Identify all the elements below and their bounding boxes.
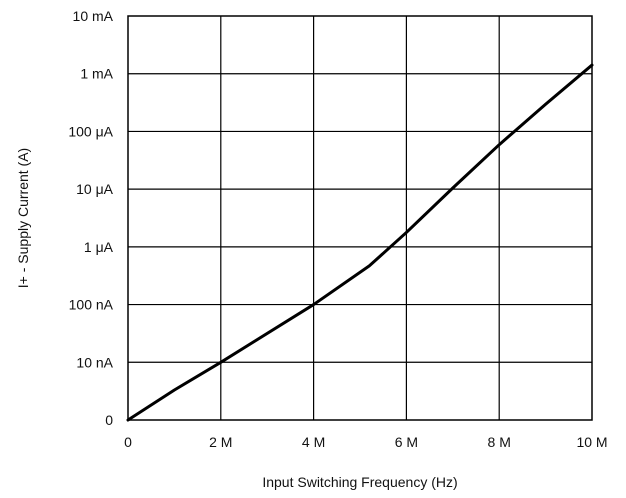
x-tick-label: 4 M [302,434,325,450]
y-tick-label: 0 [105,412,113,428]
x-tick-labels: 0 2 M 4 M 6 M 8 M 10 M [124,434,607,450]
y-tick-label: 10 nA [76,354,113,370]
y-tick-label: 10 mA [73,8,114,24]
x-axis-title: Input Switching Frequency (Hz) [262,474,457,490]
y-tick-label: 100 μA [68,123,113,139]
plot-frame [127,15,593,421]
y-axis-title: I+ - Supply Current (A) [15,148,31,288]
grid-lines [128,16,592,420]
x-tick-label: 10 M [576,434,607,450]
x-tick-label: 6 M [395,434,418,450]
supply-current-line [126,63,594,422]
x-tick-label: 8 M [488,434,511,450]
y-tick-label: 100 nA [69,297,114,313]
x-tick-label: 2 M [209,434,232,450]
y-tick-label: 1 μA [84,239,114,255]
y-tick-label: 1 mA [80,66,113,82]
y-tick-labels: 0 10 nA 100 nA 1 μA 10 μA 100 μA 1 mA 10 mA [68,8,113,428]
y-tick-label: 10 μA [76,181,114,197]
x-tick-label: 0 [124,434,132,450]
